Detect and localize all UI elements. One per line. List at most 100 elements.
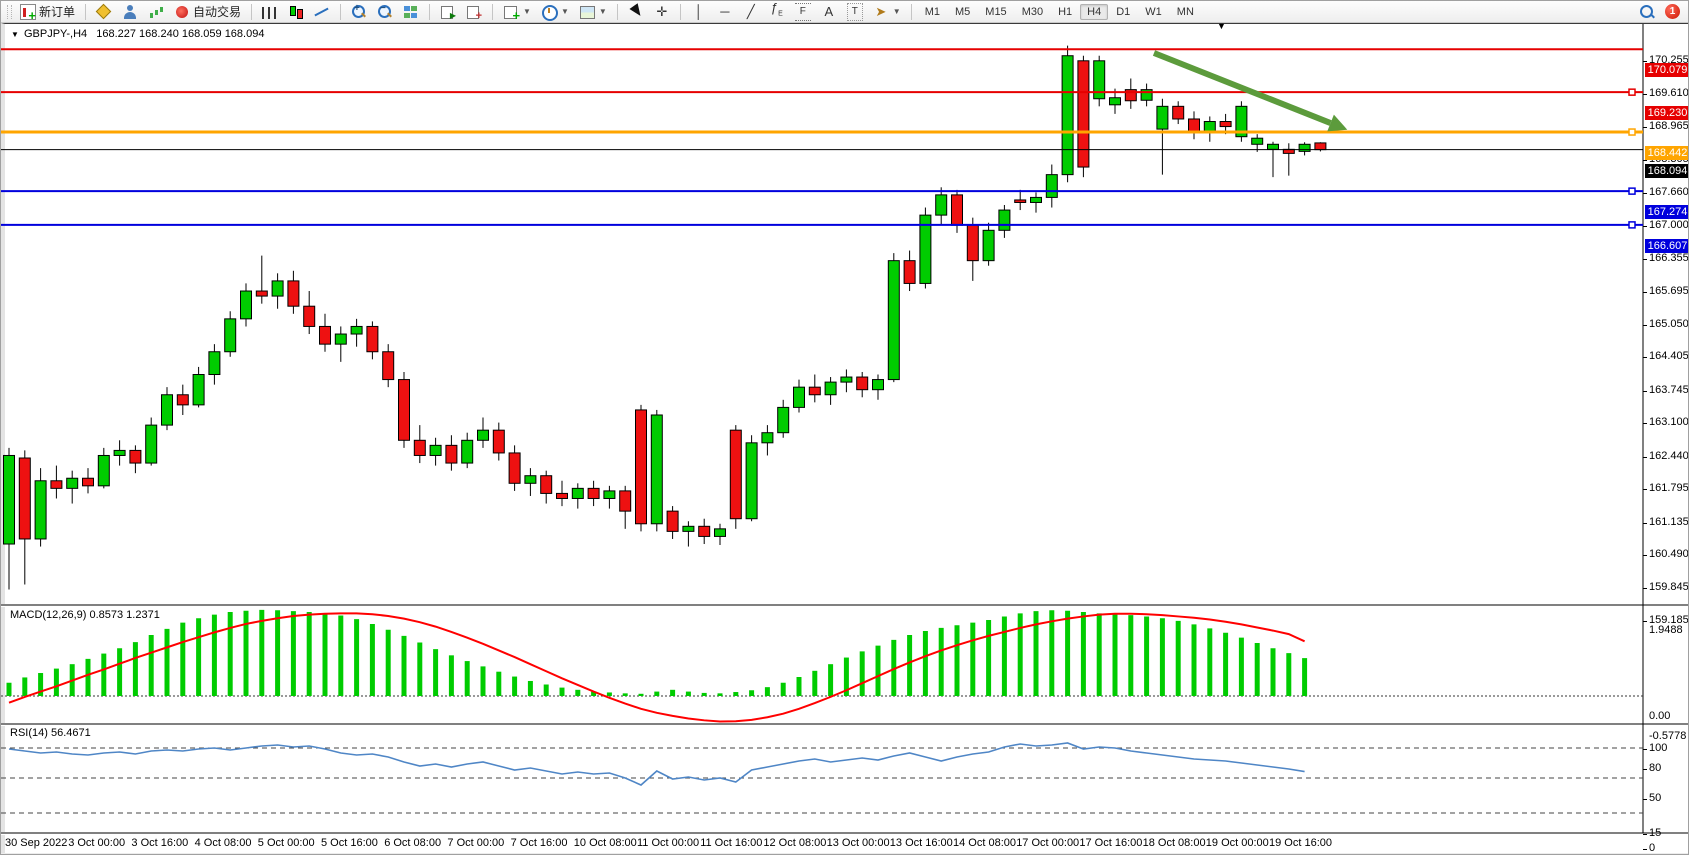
trend-arrow-head[interactable]	[1327, 114, 1348, 132]
chart-shift-button[interactable]	[462, 3, 486, 22]
timeframe-h1[interactable]: H1	[1058, 5, 1073, 18]
line-handle[interactable]	[1628, 221, 1636, 229]
bar-chart-button[interactable]	[258, 4, 282, 20]
notifications-button[interactable]: 1	[1661, 3, 1684, 20]
timeframe-m30[interactable]: M30	[1021, 5, 1044, 18]
bear-candle	[1188, 118, 1200, 133]
line-handle[interactable]	[1628, 187, 1636, 195]
bull-candle	[461, 439, 474, 464]
timeframe-w1[interactable]: W1	[1145, 5, 1162, 18]
bull-candle	[1061, 55, 1074, 176]
vertical-line-tool-button[interactable]: │	[687, 3, 711, 21]
timeframe-mn[interactable]: MN	[1176, 5, 1194, 18]
timeframe-m5[interactable]: M5	[955, 5, 971, 18]
bear-candle	[1314, 142, 1327, 151]
text-icon: A	[824, 3, 834, 19]
bear-candle	[129, 449, 142, 464]
horizontal-line-tool-button[interactable]: ─	[713, 3, 737, 21]
profile-button[interactable]	[118, 3, 142, 21]
line-handle[interactable]	[1628, 128, 1636, 136]
bull-candle	[1140, 89, 1153, 101]
equidistant-channel-icon: ƒE	[770, 0, 783, 18]
bear-candle	[492, 429, 505, 454]
bull-candle	[1093, 60, 1106, 100]
zoom-in-button[interactable]: +	[347, 3, 371, 21]
timeframe-d1[interactable]: D1	[1116, 5, 1131, 18]
price-tick-mark	[1643, 192, 1647, 194]
toolbar-separator	[616, 3, 618, 20]
bear-candle	[666, 510, 679, 532]
quotes-button[interactable]	[92, 3, 116, 21]
search-button[interactable]	[1635, 3, 1659, 21]
signals-button[interactable]	[144, 3, 168, 21]
price-tick-label: 160.490	[1649, 548, 1689, 561]
rsi-line	[8, 742, 1305, 786]
line-handle[interactable]	[1628, 88, 1636, 96]
new-order-button[interactable]: 新订单	[16, 2, 79, 23]
bear-candle	[1219, 121, 1232, 128]
timeframe-m15[interactable]: M15	[985, 5, 1007, 18]
toolbar-grip[interactable]	[7, 4, 12, 19]
time-axis-label: 11 Oct 00:00	[637, 837, 700, 849]
price-line-badge: 167.274	[1645, 205, 1688, 220]
line-chart-button[interactable]	[310, 3, 334, 21]
bear-candle	[1077, 60, 1090, 168]
chart-ohlc-values: 168.227 168.240 168.059 168.094	[96, 28, 265, 40]
toolbar-separator	[429, 3, 431, 20]
time-axis-label: 3 Oct 16:00	[131, 837, 189, 849]
periods-button[interactable]: ▼	[537, 3, 573, 21]
bull-candle	[334, 333, 347, 345]
bull-candle	[192, 374, 205, 406]
price-tick-label: 169.610	[1649, 86, 1689, 99]
text-tool-button[interactable]: A	[817, 3, 841, 21]
auto-scroll-button[interactable]	[436, 3, 460, 21]
chart-window: ▼ GBPJPY-,H4 168.227 168.240 168.059 168…	[1, 21, 1688, 854]
bull-candle	[745, 442, 758, 520]
price-line-badge: 169.230	[1645, 106, 1688, 121]
price-tick-mark	[1643, 324, 1647, 326]
bull-candle	[240, 290, 252, 320]
crosshair-tool-button[interactable]: ✛	[650, 3, 674, 21]
price-tick-mark	[1643, 292, 1647, 294]
cursor-tool-button[interactable]	[624, 3, 648, 21]
rsi-axis-label: 15	[1649, 827, 1662, 839]
price-tick-label: 159.845	[1649, 581, 1689, 594]
indicators-button[interactable]: ▼	[499, 3, 535, 23]
collapse-triangle-icon[interactable]: ▼	[11, 30, 19, 39]
trendline-tool-button[interactable]: ╱	[739, 3, 763, 21]
zoom-out-button[interactable]: −	[373, 3, 397, 21]
channel-tool-button[interactable]: ƒE	[765, 0, 789, 24]
bull-candle	[1109, 97, 1121, 106]
shapes-tool-button[interactable]: ➤ ▼	[869, 3, 905, 21]
templates-button[interactable]: ▼	[575, 3, 611, 21]
bear-candle	[808, 386, 821, 396]
bull-candle	[145, 424, 158, 464]
price-tick-mark	[1643, 126, 1647, 128]
trend-arrow-line[interactable]	[1152, 50, 1332, 126]
timeframe-h4[interactable]: H4	[1080, 3, 1109, 20]
rsi-tick-mark	[1643, 769, 1647, 770]
bull-candle	[271, 280, 284, 297]
autotrading-icon	[174, 4, 190, 20]
time-axis-label: 3 Oct 00:00	[68, 837, 126, 849]
scroll-to-end-marker[interactable]: ▼	[1217, 21, 1226, 31]
bar-chart-icon	[262, 6, 279, 19]
timeframe-m1[interactable]: M1	[924, 5, 940, 18]
bear-candle	[966, 224, 979, 262]
zoom-out-icon: −	[377, 3, 393, 20]
bull-candle	[714, 528, 726, 537]
bear-candle	[540, 475, 553, 494]
price-tick-label: 167.660	[1649, 185, 1689, 198]
bear-candle	[366, 325, 379, 353]
time-axis-label: 10 Oct 08:00	[573, 837, 637, 849]
label-tool-button[interactable]: T	[843, 2, 867, 22]
candle-chart-button[interactable]	[284, 3, 308, 21]
price-line-badge: 168.094	[1645, 163, 1688, 178]
time-axis-label: 18 Oct 08:00	[1142, 837, 1206, 849]
price-tick-mark	[1643, 390, 1647, 392]
autotrading-button[interactable]: 自动交易	[170, 2, 245, 21]
fibonacci-tool-button[interactable]: F	[791, 2, 815, 22]
trendline-icon: ╱	[746, 3, 755, 19]
bull-candle	[777, 406, 790, 434]
tile-windows-button[interactable]	[399, 3, 423, 21]
